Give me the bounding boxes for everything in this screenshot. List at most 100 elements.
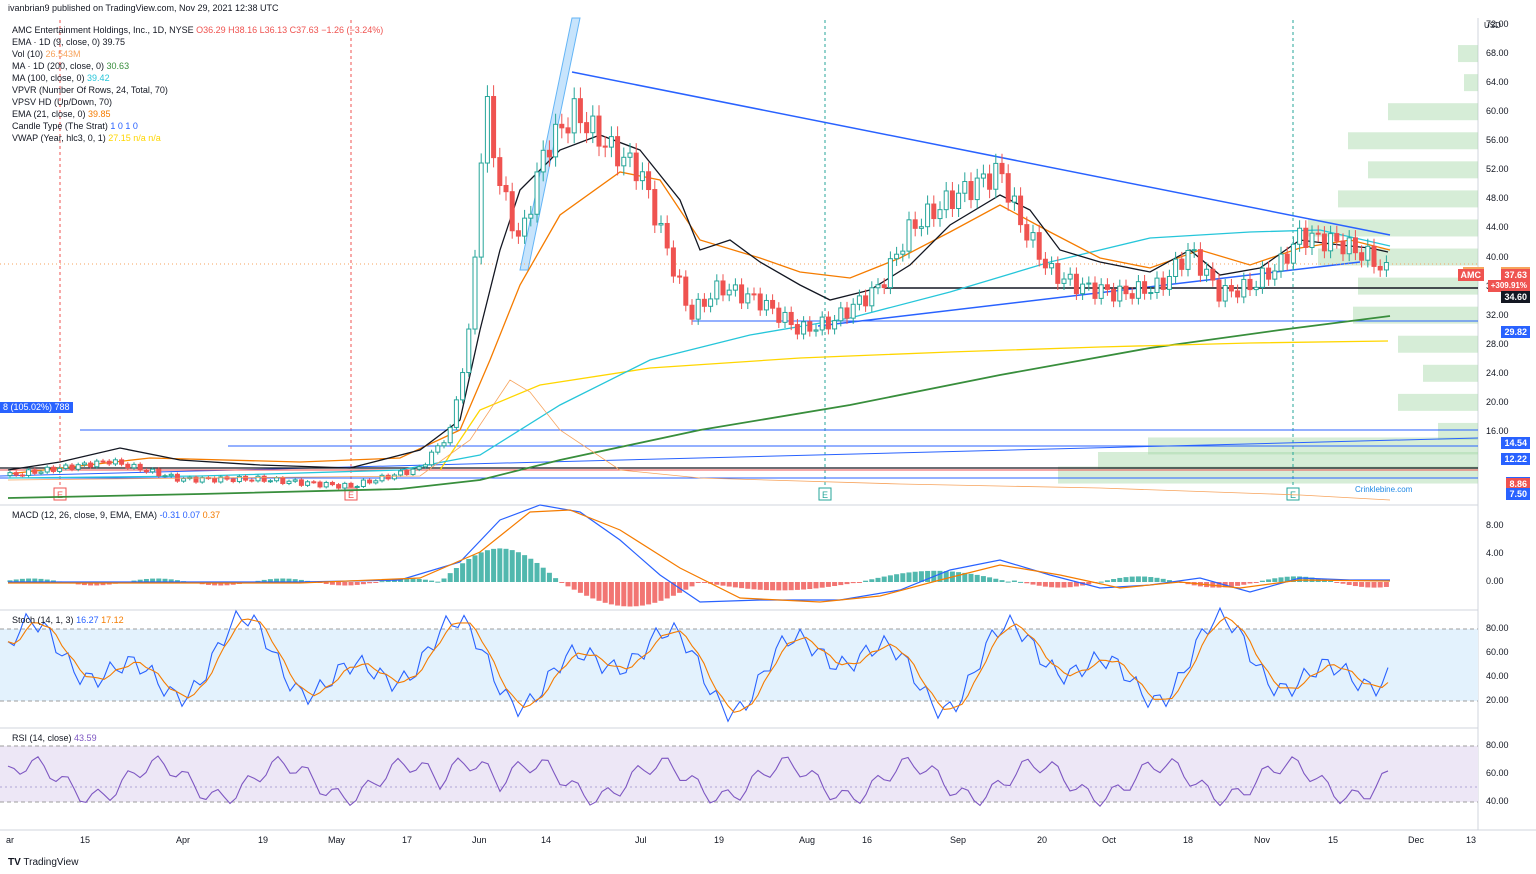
legend-line-6[interactable]: EMA (21, close, 0) 39.85 [12, 108, 383, 120]
macd-bar [441, 578, 447, 582]
macd-bar [819, 582, 825, 588]
macd-bar [1073, 582, 1079, 587]
macd-bar [540, 567, 546, 582]
macd-bar [336, 582, 342, 586]
macd-bar [633, 582, 639, 607]
macd-bar [763, 582, 769, 591]
candle-body [745, 293, 751, 304]
candle-body [391, 474, 397, 480]
macd-value: -0.31 [159, 510, 181, 520]
macd-bar [1011, 580, 1017, 582]
candle-body [503, 184, 509, 193]
candle-body [652, 189, 658, 226]
legend-line-2[interactable]: MA · 1D (200, close, 0) 30.63 [12, 60, 383, 72]
candle-body [1346, 237, 1352, 255]
candle-body [1080, 283, 1086, 295]
candle-body [1266, 267, 1272, 280]
legend-line-value: 39.85 [88, 109, 111, 119]
legend-line-8[interactable]: VWAP (Year, hlc3, 0, 1) 27.15 n/a n/a [12, 132, 383, 144]
price-tag-29.82: 29.82 [1501, 325, 1530, 338]
candle-body [900, 250, 906, 255]
macd-bar [360, 582, 366, 585]
candle-body [689, 304, 695, 320]
macd-bar [1086, 582, 1092, 585]
macd-bar [88, 582, 94, 586]
candle-body [999, 162, 1005, 175]
candle-body [1098, 284, 1104, 299]
candle-body [1042, 258, 1048, 269]
candle-body [280, 477, 286, 484]
legend-line-name: VPSV HD (Up/Down, 70) [12, 97, 113, 107]
legend-line-5[interactable]: VPSV HD (Up/Down, 70) [12, 96, 383, 108]
legend-line-3[interactable]: MA (100, close, 0) 39.42 [12, 72, 383, 84]
macd-bar [404, 578, 410, 582]
macd-bar [1216, 582, 1222, 588]
candle-body [553, 123, 559, 158]
time-tick: 18 [1183, 835, 1194, 845]
legend-line-1[interactable]: Vol (10) 26.543M [12, 48, 383, 60]
price-tick: 64.00 [1486, 77, 1509, 88]
tradingview-logo[interactable]: TV TradingView [8, 857, 79, 868]
candle-body [813, 329, 819, 332]
price-tag-7.50: 7.50 [1506, 487, 1530, 500]
candle-body [683, 276, 689, 306]
candle-body [1191, 249, 1197, 252]
time-tick: 19 [714, 835, 725, 845]
time-tick: 15 [1328, 835, 1339, 845]
price-tag-8.86: 8.86 [1506, 477, 1530, 490]
macd-histogram [7, 548, 1389, 607]
price-tick: 24.00 [1486, 367, 1509, 378]
legend-line-0[interactable]: EMA · 1D (9, close, 0) 39.75 [12, 36, 383, 48]
legend-line-4[interactable]: VPVR (Number Of Rows, 24, Total, 70) [12, 84, 383, 96]
candle-body [32, 469, 38, 474]
time-tick: 20 [1037, 835, 1048, 845]
candle-body [850, 303, 856, 319]
legend-line-name: MA (100, close, 0) [12, 73, 88, 83]
macd-bar [522, 555, 528, 582]
candle-body [1160, 277, 1166, 290]
macd-bar [286, 578, 292, 582]
legend-title-row[interactable]: AMC Entertainment Holdings, Inc., 1D, NY… [12, 24, 383, 36]
macd-bar [1303, 576, 1309, 582]
macd-bar [354, 582, 360, 585]
candle-body [664, 222, 670, 249]
macd-bar [1253, 582, 1259, 583]
macd-bar [720, 582, 726, 586]
legend-line-7[interactable]: Candle Type (The Strat) 1 0 1 0 [12, 120, 383, 132]
macd-bar [974, 574, 980, 582]
macd-bar [429, 580, 435, 582]
candle-body [429, 451, 435, 466]
price-tick: 44.00 [1486, 222, 1509, 233]
candle-body [1365, 245, 1371, 261]
candle-body [701, 298, 707, 307]
macd-bar [887, 575, 893, 582]
candle-body [236, 475, 242, 483]
macd-bar [38, 578, 44, 582]
macd-bar [571, 582, 577, 590]
candle-body [577, 98, 583, 124]
price-tag-label: AMC [1457, 268, 1484, 281]
macd-bar [943, 571, 949, 582]
candle-body [1340, 240, 1346, 255]
macd-tick: 4.00 [1486, 548, 1504, 558]
candle-body [63, 464, 69, 469]
macd-bar [1030, 582, 1036, 585]
macd-bar [447, 573, 453, 582]
candle-body [354, 485, 360, 488]
candle-body [1253, 286, 1259, 291]
published-header: ivanbrian9 published on TradingView.com,… [8, 3, 279, 13]
candle-body [249, 479, 255, 482]
candle-body [119, 459, 125, 465]
macd-bar [980, 576, 986, 582]
macd-bar [1135, 576, 1141, 582]
candle-body [453, 399, 459, 428]
candle-body [677, 275, 683, 278]
macd-bar [280, 578, 286, 582]
candle-body [980, 173, 986, 179]
macd-bar [918, 571, 924, 582]
macd-bar [863, 580, 869, 582]
macd-bar [410, 578, 416, 582]
macd-bar [677, 582, 683, 593]
tradingview-logo-icon: TV [8, 857, 21, 868]
